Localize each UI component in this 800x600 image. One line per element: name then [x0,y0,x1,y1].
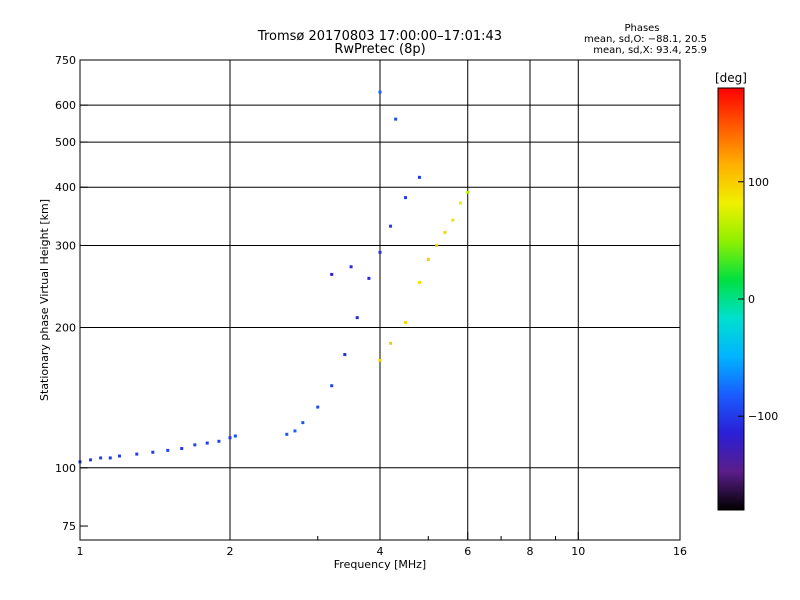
data-point [285,432,289,436]
stats-line-o: mean, sd,O: −88.1, 20.5 [584,34,707,45]
chart-subtitle: RwPretec (8p) [334,42,425,57]
data-point [89,458,93,462]
data-point [417,175,421,179]
y-tick-label: 400 [55,181,76,194]
x-tick-label: 4 [377,545,384,558]
data-point [316,405,320,409]
data-point [451,218,455,222]
data-point [228,436,232,440]
data-point [403,321,407,325]
y-tick-label: 75 [62,520,76,533]
data-point [180,447,184,451]
data-point [301,421,305,425]
data-point [135,452,139,456]
data-point [193,443,197,447]
data-point [367,276,371,280]
data-point [330,384,334,388]
data-point [403,196,407,200]
data-point [217,439,221,443]
data-point [293,429,297,433]
data-point [378,250,382,254]
y-tick-label: 500 [55,136,76,149]
data-point [205,441,209,445]
y-tick-label: 100 [55,462,76,475]
data-point [466,190,470,194]
data-point [435,243,439,247]
data-point [108,456,112,460]
data-point [389,224,393,228]
y-tick-label: 200 [55,322,76,335]
x-tick-label: 1 [77,545,84,558]
data-point [378,90,382,94]
data-point [394,117,398,121]
data-point [151,450,155,454]
data-point [349,265,353,269]
data-point [417,280,421,284]
data-point [330,272,334,276]
data-point [389,341,393,345]
y-tick-label: 300 [55,239,76,252]
x-tick-label: 16 [673,545,687,558]
data-point [117,454,121,458]
x-axis-label: Frequency [MHz] [334,558,426,571]
data-point [166,448,170,452]
chart-title: Tromsø 20170803 17:00:00–17:01:43 [257,29,502,44]
data-point [426,257,430,261]
data-point [378,358,382,362]
y-axis-label: Stationary phase Virtual Height [km] [38,199,51,401]
colorbar-tick-label: −100 [748,410,778,423]
data-point [233,434,237,438]
colorbar-tick-label: 0 [748,293,755,306]
x-tick-label: 8 [527,545,534,558]
x-tick-label: 6 [464,545,471,558]
colorbar-label: [deg] [715,71,747,85]
y-tick-label: 600 [55,99,76,112]
colorbar: [deg] 100 0 −100 [715,71,778,511]
colorbar-tick-label: 100 [748,176,769,189]
data-point [458,201,462,205]
data-point [355,316,359,320]
data-points [78,90,470,464]
stats-line-x: mean, sd,X: 93.4, 25.9 [593,45,707,56]
data-point [99,456,103,460]
stats-title: Phases [624,23,659,34]
x-tick-label: 10 [571,545,585,558]
x-tick-label: 2 [227,545,234,558]
data-point [443,230,447,234]
data-point [343,353,347,357]
grid-lines [80,60,680,540]
axis-ticks: 1 2 4 6 8 10 16 75 100 200 300 400 500 600 750 [55,54,687,558]
y-tick-label: 750 [55,54,76,67]
